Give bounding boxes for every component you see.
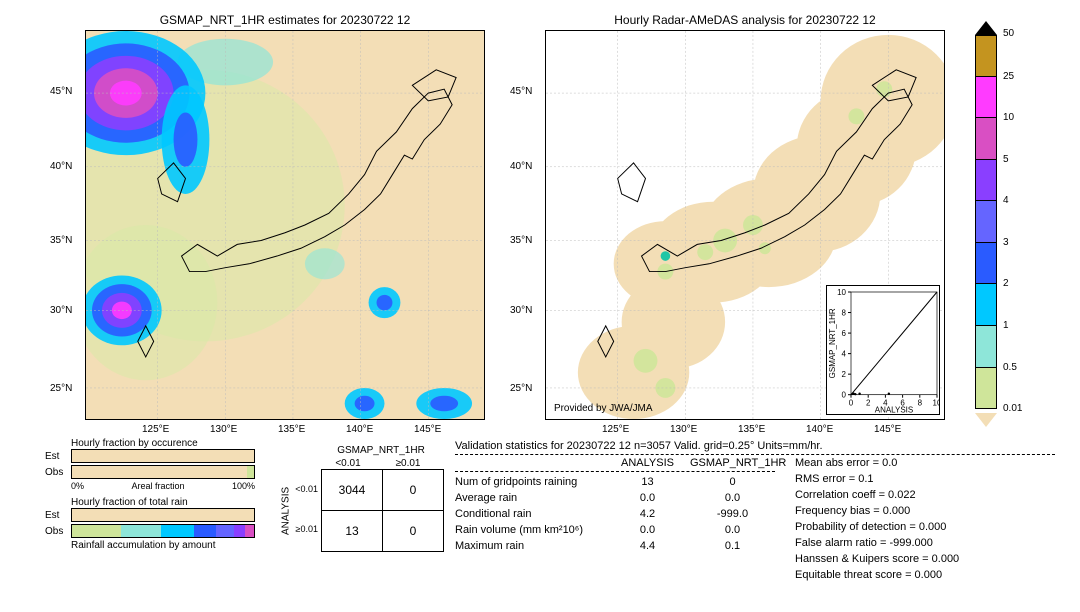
svg-text:6: 6	[842, 329, 847, 338]
svg-text:0: 0	[849, 398, 854, 407]
svg-text:10: 10	[933, 398, 939, 407]
map-right-title: Hourly Radar-AMeDAS analysis for 2023072…	[546, 13, 944, 27]
map-left-title: GSMAP_NRT_1HR estimates for 20230722 12	[86, 13, 484, 27]
map-left-svg	[86, 31, 484, 419]
map-left: GSMAP_NRT_1HR estimates for 20230722 12	[85, 30, 485, 420]
svg-text:2: 2	[842, 370, 847, 379]
svg-text:0: 0	[842, 390, 847, 399]
svg-text:Provided by JWA/JMA: Provided by JWA/JMA	[554, 403, 653, 414]
map-right: Hourly Radar-AMeDAS analysis for 2023072…	[545, 30, 945, 420]
svg-text:2: 2	[866, 398, 871, 407]
svg-text:ANALYSIS: ANALYSIS	[875, 405, 913, 414]
svg-text:GSMAP_NRT_1HR: GSMAP_NRT_1HR	[828, 308, 837, 378]
validation-stats: Validation statistics for 20230722 12 n=…	[455, 440, 1055, 585]
contingency-table: GSMAP_NRT_1HR<0.01≥0.01ANALYSIS<0.01≥0.0…	[280, 445, 444, 552]
bottom-left-panel: Hourly fraction by occurenceEstObs0%Area…	[45, 438, 255, 551]
svg-text:4: 4	[842, 349, 847, 358]
svg-text:8: 8	[842, 308, 847, 317]
inset-scatter: 00224466881010ANALYSISGSMAP_NRT_1HR	[826, 285, 940, 416]
svg-text:8: 8	[918, 398, 923, 407]
svg-text:10: 10	[837, 287, 846, 296]
